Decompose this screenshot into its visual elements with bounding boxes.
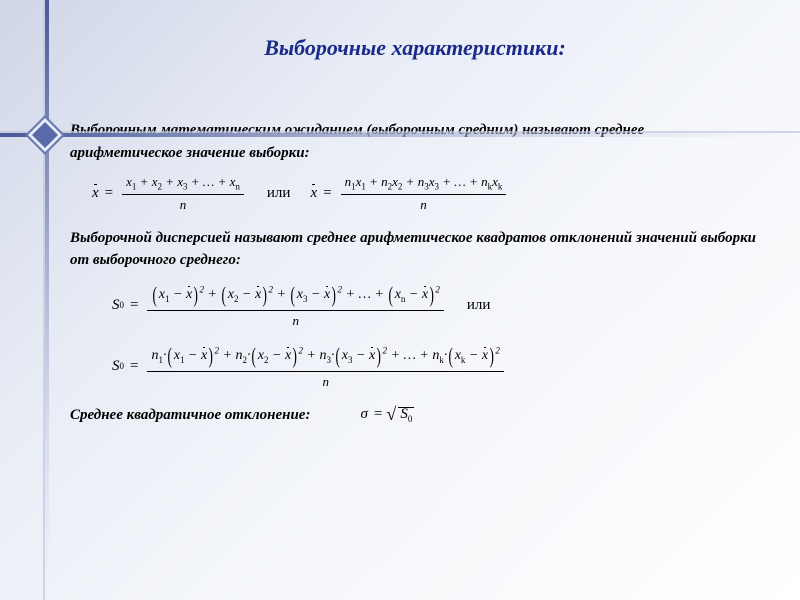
page-title: Выборочные характеристики: [70,35,760,61]
definition-mean: Выборочным математическим ожиданием (выб… [70,119,760,164]
formula-mean-simple: x= x1 + x2 + x3 + … + xn n [92,174,247,213]
std-dev-row: Среднее квадратичное отклонение: σ= S0 [70,404,760,427]
definition-stddev: Среднее квадратичное отклонение: [70,404,310,427]
formula-mean-weighted: x= n1x1 + n2x2 + n3x3 + … + nkxk n [310,174,509,213]
formula-stddev: σ= S0 [360,406,412,424]
slide: Выборочные характеристики: Выборочным ма… [0,0,800,600]
formula-variance-simple: S0= (x1 − x)2 + (x2 − x)2 + (x3 − x)2 + … [112,282,447,329]
formula-row-variance: S0= (x1 − x)2 + (x2 − x)2 + (x3 − x)2 + … [112,282,760,329]
definition-variance: Выборочной дисперсией называют среднее а… [70,227,760,272]
formula-variance-weighted: S0= n1·(x1 − x)2 + n2·(x2 − x)2 + n3·(x3… [112,343,507,390]
or-label-2: или [467,297,491,314]
formula-row-variance-weighted: S0= n1·(x1 − x)2 + n2·(x2 − x)2 + n3·(x3… [112,343,760,390]
or-label-1: или [267,185,291,202]
formula-row-mean: x= x1 + x2 + x3 + … + xn n или x= n1x1 +… [92,174,760,213]
